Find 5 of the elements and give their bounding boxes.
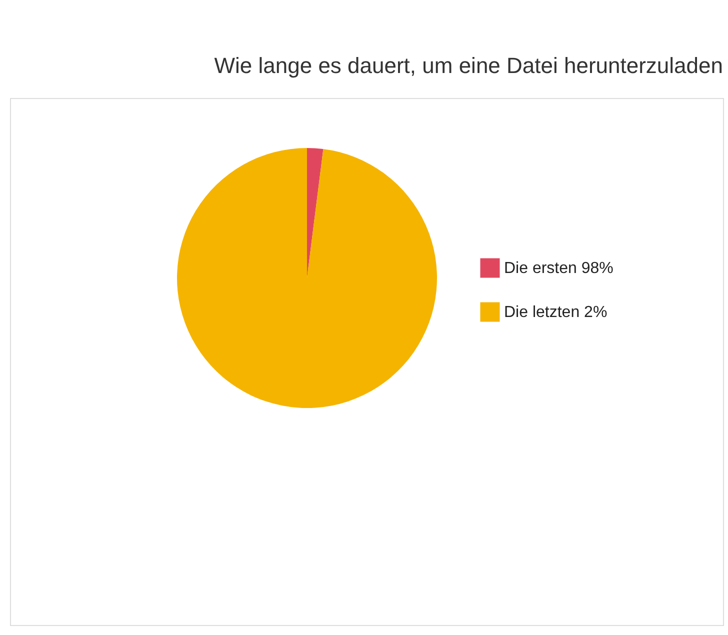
chart-title: Wie lange es dauert, um eine Datei herunterzuladen xyxy=(214,53,723,78)
legend-label: Die ersten 98% xyxy=(504,260,614,277)
pie-slice xyxy=(307,148,324,278)
pie-slice xyxy=(177,148,437,408)
legend-label: Die letzten 2% xyxy=(504,304,608,321)
